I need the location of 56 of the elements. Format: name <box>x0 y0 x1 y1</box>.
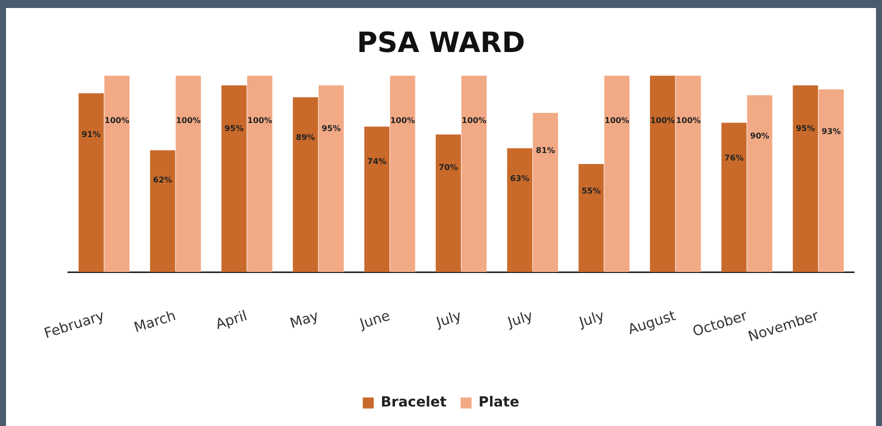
data-label: 95% <box>796 124 816 133</box>
bar <box>364 126 390 272</box>
data-label: 70% <box>438 163 458 172</box>
data-label: 100% <box>104 116 130 125</box>
data-label: 91% <box>82 130 101 140</box>
x-tick-label: October <box>690 308 750 340</box>
bar <box>221 85 247 272</box>
data-label: 76% <box>724 154 744 163</box>
bar <box>104 76 130 272</box>
x-tick-label: July <box>576 308 606 332</box>
bar <box>78 93 104 272</box>
x-tick-label: April <box>214 308 250 333</box>
chart-title: PSA WARD <box>356 26 526 60</box>
x-tick-label: July <box>434 308 464 332</box>
data-label: 100% <box>462 116 486 125</box>
x-tick-label: July <box>505 308 535 332</box>
bar <box>676 76 701 272</box>
x-tick-label: August <box>626 308 678 338</box>
bar <box>650 76 676 272</box>
legend-label: Bracelet <box>380 394 447 411</box>
bar <box>604 76 630 272</box>
data-label: 90% <box>750 132 770 141</box>
bar <box>318 85 344 272</box>
data-label: 93% <box>822 126 841 136</box>
bar <box>532 112 558 272</box>
bar <box>247 76 272 272</box>
bar <box>818 89 844 272</box>
x-tick-label: March <box>132 308 178 336</box>
data-label: 95% <box>322 124 341 133</box>
bar <box>390 76 416 272</box>
bar <box>150 150 176 272</box>
data-label: 89% <box>296 133 316 142</box>
legend-label: Plate <box>478 394 520 411</box>
bar <box>292 97 318 272</box>
data-label: 100% <box>176 116 201 125</box>
data-label: 62% <box>153 176 172 185</box>
data-label: 55% <box>582 186 601 196</box>
bar <box>461 76 487 272</box>
bar <box>721 122 747 272</box>
data-label: 100% <box>676 116 701 125</box>
data-label: 100% <box>604 116 630 125</box>
bar <box>578 164 604 272</box>
data-label: 100% <box>247 116 272 125</box>
data-label: 74% <box>367 156 386 166</box>
bar <box>507 148 532 272</box>
data-label: 63% <box>510 174 530 184</box>
bar <box>436 134 461 272</box>
bar <box>747 95 772 272</box>
data-label: 81% <box>536 146 556 155</box>
bar <box>792 85 818 272</box>
data-label: 100% <box>650 116 675 125</box>
data-label: 100% <box>390 116 415 125</box>
x-tick-label: June <box>357 308 392 333</box>
x-tick-label: May <box>288 308 321 332</box>
data-label: 95% <box>224 124 244 133</box>
bar <box>176 76 201 272</box>
